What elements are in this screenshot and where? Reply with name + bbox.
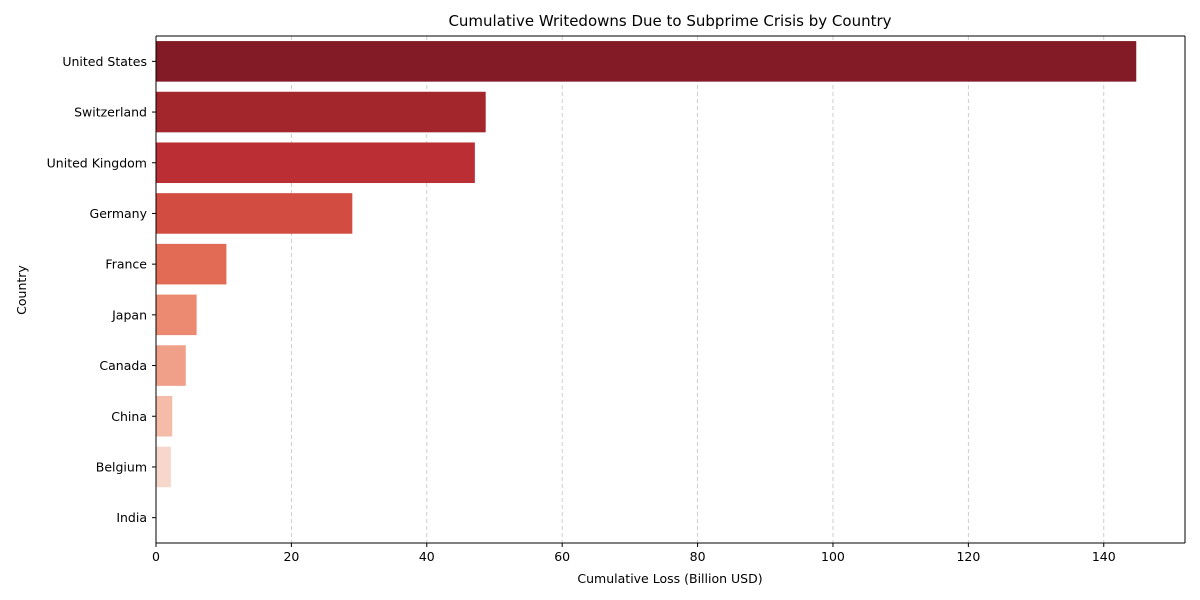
x-tick-labels: 0 20 40 60 80 100 120 140 [152, 543, 1116, 564]
x-tick-label: 60 [554, 549, 570, 564]
x-tick-label: 0 [152, 549, 160, 564]
x-tick-label: 20 [283, 549, 299, 564]
x-tick-label: 100 [821, 549, 845, 564]
bar [156, 243, 227, 285]
y-tick-label: India [116, 510, 147, 525]
y-tick-label: Germany [90, 206, 148, 221]
y-axis-label: Country [14, 265, 29, 315]
y-tick-label: Canada [99, 358, 147, 373]
x-tick-label: 140 [1092, 549, 1116, 564]
y-tick-label: Japan [111, 307, 147, 322]
bar [156, 345, 186, 386]
y-tick-label: United States [62, 54, 147, 69]
x-tick-label: 120 [956, 549, 980, 564]
bar [156, 91, 486, 133]
y-tick-label: France [105, 257, 147, 272]
bars [156, 41, 1137, 488]
chart-title: Cumulative Writedowns Due to Subprime Cr… [448, 12, 891, 30]
bar [156, 142, 475, 184]
x-tick-label: 80 [690, 549, 706, 564]
x-tick-label: 40 [419, 549, 435, 564]
bar [156, 395, 173, 437]
axes [155, 35, 1186, 544]
y-tick-label: Belgium [96, 459, 147, 474]
bar [156, 446, 171, 488]
y-tick-label: United Kingdom [47, 155, 147, 170]
y-tick-label: China [111, 409, 147, 424]
bar [156, 193, 353, 234]
bar [156, 41, 1137, 82]
bar [156, 294, 197, 336]
y-tick-label: Switzerland [74, 105, 147, 120]
y-tick-labels: United States Switzerland United Kingdom Ge… [47, 54, 156, 525]
x-axis-label: Cumulative Loss (Billion USD) [577, 571, 762, 586]
